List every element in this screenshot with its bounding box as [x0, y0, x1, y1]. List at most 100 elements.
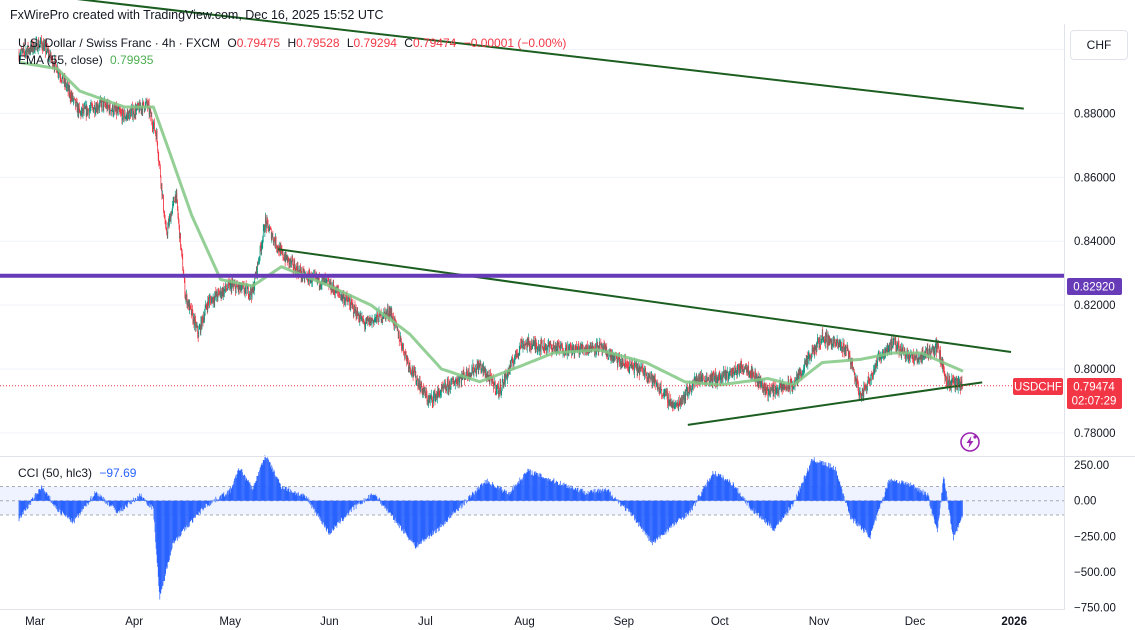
- cci-bar: [487, 481, 489, 501]
- candle-body: [328, 280, 330, 287]
- cci-bar: [772, 500, 774, 531]
- candle-body: [674, 405, 676, 407]
- candle-body: [604, 347, 605, 349]
- candle-body: [266, 221, 267, 228]
- candle-body: [114, 106, 116, 110]
- cci-bar: [58, 500, 59, 512]
- cci-bar: [231, 484, 233, 501]
- cci-bar: [353, 500, 354, 507]
- cci-bar: [442, 500, 443, 526]
- cci-bar: [615, 499, 617, 501]
- candle-body: [568, 346, 569, 355]
- candle-body: [262, 237, 264, 245]
- cci-bar: [217, 499, 219, 501]
- cci-bar: [650, 500, 651, 543]
- candle-body: [412, 368, 413, 374]
- cci-bar: [680, 500, 682, 519]
- candle-body: [21, 49, 22, 51]
- cci-bar: [674, 500, 675, 526]
- candle-body: [846, 346, 848, 351]
- candle-body: [654, 378, 656, 383]
- cci-bar: [535, 472, 537, 501]
- cci-bar: [559, 480, 561, 501]
- cci-bar: [692, 500, 693, 511]
- cci-bar: [851, 500, 852, 518]
- candle-body: [737, 367, 738, 376]
- candle-body: [785, 387, 787, 389]
- cci-bar: [601, 491, 603, 501]
- cci-bar: [779, 500, 781, 523]
- cci-bar: [899, 484, 901, 501]
- cci-bar: [663, 500, 665, 535]
- candle-body: [230, 282, 232, 292]
- candle-body: [120, 111, 121, 113]
- candle-body: [226, 289, 228, 290]
- cci-bar: [27, 500, 29, 509]
- cci-bar: [669, 500, 671, 529]
- candle-body: [473, 371, 475, 374]
- cci-bar: [577, 487, 579, 501]
- cci-bar: [484, 482, 485, 501]
- candle-body: [557, 343, 559, 351]
- cci-bar: [306, 498, 308, 501]
- candle-body: [419, 380, 420, 389]
- candle-body: [752, 371, 753, 376]
- candle-body: [217, 296, 218, 299]
- cci-bar: [933, 500, 935, 520]
- candle-body: [470, 372, 472, 374]
- candle-body: [401, 341, 402, 348]
- cci-bar: [822, 461, 824, 501]
- cci-bar: [210, 500, 211, 506]
- cci-bar: [642, 500, 644, 533]
- cci-bar: [121, 500, 122, 510]
- cci-bar: [869, 500, 871, 538]
- candle-body: [105, 105, 107, 108]
- cci-bar: [246, 480, 248, 501]
- candle-body: [184, 279, 186, 296]
- candle-body: [748, 366, 749, 375]
- cci-bar: [499, 486, 501, 501]
- cci-bar: [258, 471, 259, 501]
- candle-body: [421, 388, 423, 394]
- cci-bar: [428, 500, 429, 536]
- candle-body: [600, 343, 601, 345]
- cci-bar: [174, 500, 176, 541]
- cci-bar: [800, 488, 802, 501]
- cci-bar: [539, 472, 541, 501]
- candle-body: [96, 104, 98, 112]
- candle-body: [49, 53, 50, 60]
- candle-body: [785, 386, 786, 388]
- candle-body: [290, 259, 291, 264]
- candle-body: [826, 334, 827, 337]
- candle-body: [710, 374, 712, 381]
- candle-body: [711, 374, 713, 376]
- cci-bar: [701, 492, 703, 501]
- cci-bar: [135, 497, 137, 501]
- candle-body: [118, 108, 120, 110]
- cci-bar: [447, 500, 449, 521]
- candle-body: [642, 367, 644, 375]
- candle-body: [472, 369, 473, 373]
- cci-bar: [857, 500, 859, 523]
- cci-bar: [60, 500, 62, 515]
- candle-body: [116, 109, 118, 115]
- candle-body: [228, 282, 230, 284]
- cci-bar: [905, 483, 907, 501]
- cci-bar: [804, 475, 805, 501]
- candle-body: [78, 106, 80, 110]
- candle-body: [273, 239, 274, 243]
- cci-bar: [774, 500, 776, 529]
- cci-bar: [818, 462, 819, 501]
- cci-bar: [34, 497, 35, 501]
- candle-body: [157, 141, 158, 151]
- candle-body: [268, 230, 270, 232]
- candle-body: [19, 55, 21, 58]
- cci-bar: [134, 498, 136, 501]
- candle-body: [825, 333, 826, 344]
- cci-bar: [359, 500, 361, 502]
- candle-body: [793, 386, 794, 388]
- cci-bar: [485, 484, 487, 501]
- cci-bar: [690, 500, 691, 513]
- cci-bar: [696, 500, 698, 502]
